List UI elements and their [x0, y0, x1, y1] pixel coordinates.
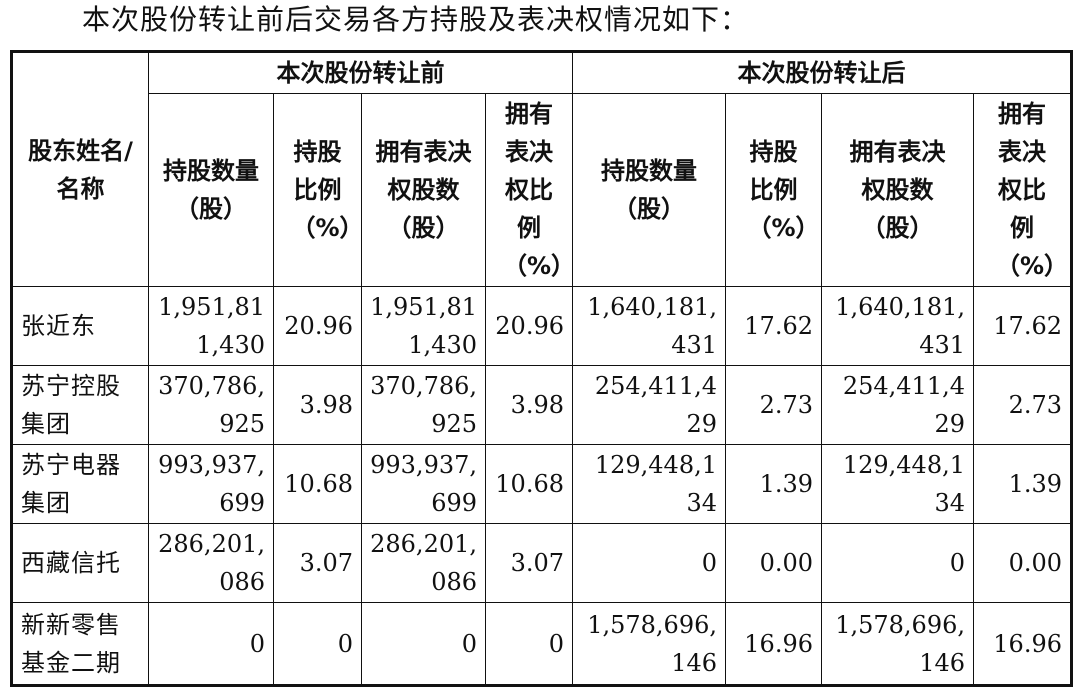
before-pct-cell: 0: [273, 602, 362, 686]
shareholder-name: 苏宁电器集团: [11, 444, 149, 524]
after-shares-cell: 1,578,696,146: [572, 602, 726, 686]
after-shares-header: 持股数量（股）: [572, 93, 726, 287]
table-row: 张近东 1,951,811,430 20.96 1,951,811,430 20…: [11, 286, 1072, 366]
after-voting-shares-header: 拥有表决权股数（股）: [821, 93, 974, 287]
before-shares-header: 持股数量（股）: [148, 93, 274, 287]
table-row: 苏宁控股集团 370,786,925 3.98 370,786,925 3.98…: [11, 365, 1072, 445]
intro-text: 本次股份转让前后交易各方持股及表决权情况如下：: [82, 3, 750, 36]
after-voting-shares-cell: 0: [821, 523, 974, 603]
shareholding-table: 股东姓名/名称 本次股份转让前 本次股份转让后 持股数量（股） 持股比例（%） …: [10, 50, 1073, 687]
shareholder-name: 西藏信托: [11, 523, 149, 603]
after-voting-pct-cell: 1.39: [973, 444, 1072, 524]
before-voting-shares-header: 拥有表决权股数（股）: [361, 93, 486, 287]
after-voting-shares-cell: 254,411,429: [821, 365, 974, 445]
table-row: 新新零售基金二期 0 0 0 0 1,578,696,146 16.96 1,5…: [11, 602, 1072, 686]
after-pct-cell: 17.62: [725, 286, 822, 366]
before-voting-pct-cell: 3.07: [485, 523, 573, 603]
before-shares-cell: 1,951,811,430: [148, 286, 274, 366]
before-voting-pct-cell: 0: [485, 602, 573, 686]
before-voting-shares-cell: 1,951,811,430: [361, 286, 486, 366]
header-group-row: 股东姓名/名称 本次股份转让前 本次股份转让后: [11, 51, 1072, 287]
before-voting-shares-cell: 286,201,086: [361, 523, 486, 603]
after-voting-pct-cell: 2.73: [973, 365, 1072, 445]
after-pct-cell: 1.39: [725, 444, 822, 524]
before-shares-cell: 0: [148, 602, 274, 686]
after-shares-cell: 1,640,181,431: [572, 286, 726, 366]
after-pct-cell: 2.73: [725, 365, 822, 445]
before-voting-pct-cell: 10.68: [485, 444, 573, 524]
before-pct-cell: 20.96: [273, 286, 362, 366]
before-shares-cell: 286,201,086: [148, 523, 274, 603]
after-voting-pct-header: 拥有表决权比例（%）: [973, 93, 1072, 287]
after-pct-header: 持股比例（%）: [725, 93, 822, 287]
after-voting-pct-cell: 16.96: [973, 602, 1072, 686]
after-voting-pct-cell: 17.62: [973, 286, 1072, 366]
shareholder-name: 新新零售基金二期: [11, 602, 149, 686]
after-voting-shares-cell: 1,640,181,431: [821, 286, 974, 366]
after-shares-cell: 0: [572, 523, 726, 603]
table-row: 西藏信托 286,201,086 3.07 286,201,086 3.07 0…: [11, 523, 1072, 603]
after-shares-cell: 129,448,134: [572, 444, 726, 524]
before-voting-shares-cell: 370,786,925: [361, 365, 486, 445]
before-shares-cell: 993,937,699: [148, 444, 274, 524]
shareholder-name: 苏宁控股集团: [11, 365, 149, 445]
before-pct-cell: 3.98: [273, 365, 362, 445]
name-column-header-text: 股东姓名/名称: [28, 136, 133, 203]
after-voting-pct-cell: 0.00: [973, 523, 1072, 603]
before-voting-shares-cell: 993,937,699: [361, 444, 486, 524]
shareholder-name: 张近东: [11, 286, 149, 366]
before-pct-header: 持股比例（%）: [273, 93, 362, 287]
name-column-header: 股东姓名/名称: [11, 51, 149, 287]
group-header-before: 本次股份转让前: [148, 51, 573, 94]
header-sub-row: 持股数量（股） 持股比例（%） 拥有表决权股数（股） 拥有表决权比例（%） 持股…: [12, 93, 1072, 287]
before-shares-cell: 370,786,925: [148, 365, 274, 445]
after-pct-cell: 0.00: [725, 523, 822, 603]
after-voting-shares-cell: 1,578,696,146: [821, 602, 974, 686]
table-row: 苏宁电器集团 993,937,699 10.68 993,937,699 10.…: [11, 444, 1072, 524]
after-voting-shares-cell: 129,448,134: [821, 444, 974, 524]
before-pct-cell: 3.07: [273, 523, 362, 603]
before-voting-pct-header: 拥有表决权比例（%）: [485, 93, 573, 287]
group-header-after: 本次股份转让后: [572, 51, 1072, 94]
before-voting-pct-cell: 20.96: [485, 286, 573, 366]
after-pct-cell: 16.96: [725, 602, 822, 686]
before-voting-pct-cell: 3.98: [485, 365, 573, 445]
before-pct-cell: 10.68: [273, 444, 362, 524]
after-shares-cell: 254,411,429: [572, 365, 726, 445]
before-voting-shares-cell: 0: [361, 602, 486, 686]
